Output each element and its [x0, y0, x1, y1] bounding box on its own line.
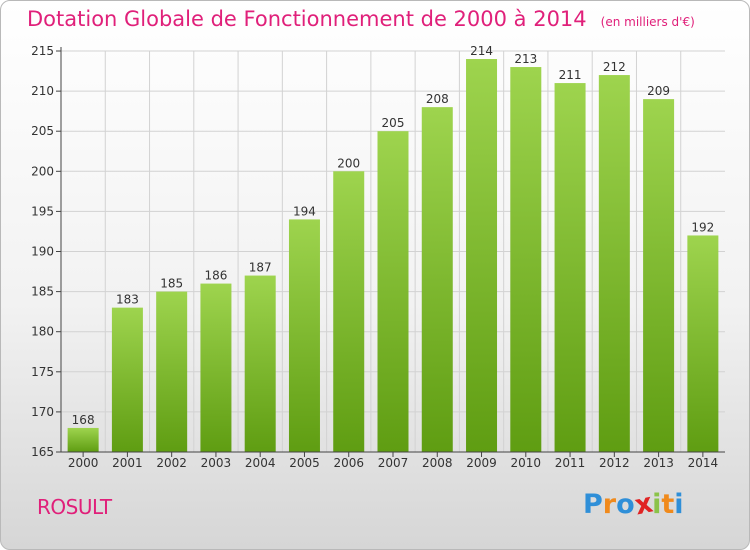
x-tick-label: 2013 [643, 456, 674, 470]
y-tick-label: 185 [31, 285, 54, 299]
data-label: 214 [470, 44, 493, 58]
bar [643, 99, 675, 453]
logo-letter: i [674, 489, 684, 520]
data-label: 168 [72, 413, 95, 427]
x-tick-label: 2014 [688, 456, 719, 470]
bar [67, 427, 99, 452]
x-tick-label: 2000 [68, 456, 99, 470]
y-tick-label: 210 [31, 84, 54, 98]
bar [687, 235, 719, 452]
y-tick-label: 165 [31, 445, 54, 459]
data-label: 185 [160, 277, 183, 291]
x-tick-label: 2006 [333, 456, 364, 470]
x-tick-label: 2009 [466, 456, 497, 470]
axes [56, 47, 725, 457]
bar [333, 171, 365, 453]
bar [466, 59, 498, 453]
data-label: 208 [426, 92, 449, 106]
x-tick-label: 2011 [555, 456, 586, 470]
bar [554, 83, 586, 452]
y-tick-label: 180 [31, 325, 54, 339]
data-label: 209 [647, 84, 670, 98]
logo-letter: t [661, 489, 675, 520]
bar [200, 283, 232, 452]
x-tick-label: 2004 [245, 456, 276, 470]
x-tick-label: 2010 [511, 456, 542, 470]
y-tick-label: 215 [31, 44, 54, 58]
bar [288, 219, 320, 452]
data-label: 186 [204, 269, 227, 283]
x-tick-label: 2002 [156, 456, 187, 470]
data-label: 212 [603, 60, 626, 74]
x-tick-label: 2008 [422, 456, 453, 470]
logo-letter: r [602, 489, 617, 520]
data-label: 213 [514, 52, 537, 66]
logo-letter: P [583, 489, 603, 520]
chart-title: Dotation Globale de Fonctionnement de 20… [27, 7, 695, 31]
data-label: 200 [337, 156, 360, 170]
x-tick-label: 2007 [378, 456, 409, 470]
data-label: 211 [559, 68, 582, 82]
y-tick-label: 170 [31, 405, 54, 419]
x-tick-label: 2001 [112, 456, 143, 470]
y-tick-label: 200 [31, 164, 54, 178]
bar [111, 307, 143, 452]
x-tick-label: 2003 [201, 456, 232, 470]
data-label: 194 [293, 204, 316, 218]
y-tick-label: 195 [31, 204, 54, 218]
x-tick-label: 2005 [289, 456, 320, 470]
chart-unit-text: (en milliers d'€) [600, 15, 695, 29]
bar [421, 107, 453, 452]
y-tick-label: 205 [31, 124, 54, 138]
data-label: 205 [382, 116, 405, 130]
data-label: 192 [691, 220, 714, 234]
bar [244, 275, 276, 452]
logo-letter: i [652, 489, 662, 520]
bar [156, 291, 188, 452]
bar [510, 67, 542, 452]
logo-letter: o [616, 489, 635, 520]
chart-title-text: Dotation Globale de Fonctionnement de 20… [27, 7, 587, 31]
x-tick-label: 2012 [599, 456, 630, 470]
bars [67, 59, 719, 453]
data-label: 183 [116, 293, 139, 307]
y-tick-label: 190 [31, 245, 54, 259]
proxiti-logo: Proxiti [583, 488, 684, 522]
commune-name: ROSULT [37, 495, 112, 519]
labels: 165 170 175 180 185 190 195 200 205 210 215 168 2000… [31, 44, 718, 470]
bar [377, 131, 409, 452]
bar [598, 75, 630, 452]
y-tick-label: 175 [31, 365, 54, 379]
data-label: 187 [249, 261, 272, 275]
